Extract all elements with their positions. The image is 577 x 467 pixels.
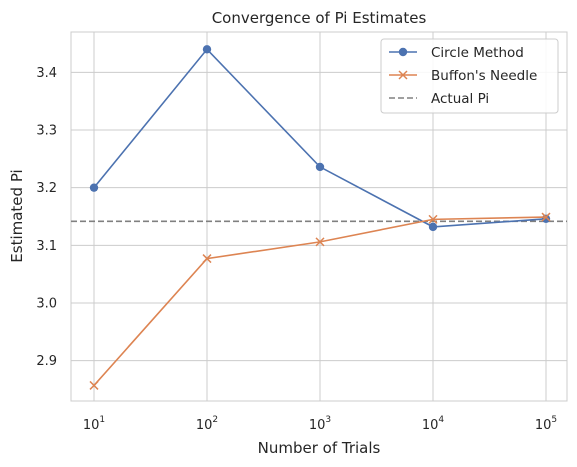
data-point-circle-method (315, 162, 325, 172)
grid (71, 32, 567, 401)
y-tick-label: 3.4 (36, 66, 57, 81)
legend: Circle Method Buffon's Needle Actual Pi (380, 38, 559, 114)
y-tick-label: 3.0 (36, 296, 57, 311)
data-point-buffon-s-needle (315, 237, 325, 247)
y-tick-labels: 2.9 3.0 3.1 3.2 3.3 3.4 (36, 66, 57, 369)
series-buffon-s-needle (89, 212, 551, 390)
y-tick-label: 3.2 (36, 181, 57, 196)
legend-marker-circle-method (398, 47, 408, 57)
data-point-circle-method (541, 214, 551, 224)
x-axis-label: Number of Trials (258, 439, 381, 457)
data-point-circle-method (202, 45, 212, 54)
x-tick-exponent: 5 (551, 415, 557, 425)
x-tick-base: 10 (83, 418, 100, 433)
data-point-buffon-s-needle (89, 380, 99, 390)
legend-label-buffons-needle: Buffon's Needle (431, 68, 537, 84)
legend-label-actual-pi: Actual Pi (431, 91, 489, 107)
data-point-circle-method (89, 183, 99, 192)
series-circle-method (89, 45, 551, 232)
data-point-buffon-s-needle (202, 254, 212, 264)
x-tick-label: 105 (535, 415, 557, 433)
legend-item-buffons-needle: Buffon's Needle (389, 68, 537, 84)
x-tick-labels: 101 102 103 104 105 (83, 415, 557, 433)
x-tick-base: 10 (196, 418, 213, 433)
data-point-buffon-s-needle (428, 214, 438, 224)
x-tick-exponent: 1 (99, 415, 105, 425)
y-tick-label: 3.3 (36, 124, 57, 139)
x-tick-label: 103 (309, 415, 331, 433)
legend-label-circle-method: Circle Method (431, 45, 524, 61)
x-tick-base: 10 (309, 418, 326, 433)
x-tick-base: 10 (422, 418, 439, 433)
x-tick-label: 101 (83, 415, 105, 433)
x-tick-exponent: 2 (212, 415, 218, 425)
y-tick-label: 2.9 (36, 354, 57, 369)
legend-item-actual-pi: Actual Pi (389, 91, 489, 107)
chart-title: Convergence of Pi Estimates (212, 9, 427, 27)
x-tick-exponent: 3 (325, 415, 331, 425)
data-point-buffon-s-needle (541, 212, 551, 222)
x-tick-label: 102 (196, 415, 218, 433)
y-tick-label: 3.1 (36, 239, 57, 254)
legend-marker-buffons-needle (398, 70, 408, 80)
legend-box (380, 38, 559, 114)
data-point-circle-method (428, 222, 438, 232)
legend-item-circle-method: Circle Method (389, 45, 524, 61)
x-tick-base: 10 (535, 418, 552, 433)
series-layer (89, 45, 551, 390)
x-tick-label: 104 (422, 415, 445, 433)
x-tick-exponent: 4 (438, 415, 444, 425)
y-axis-label: Estimated Pi (8, 169, 26, 262)
